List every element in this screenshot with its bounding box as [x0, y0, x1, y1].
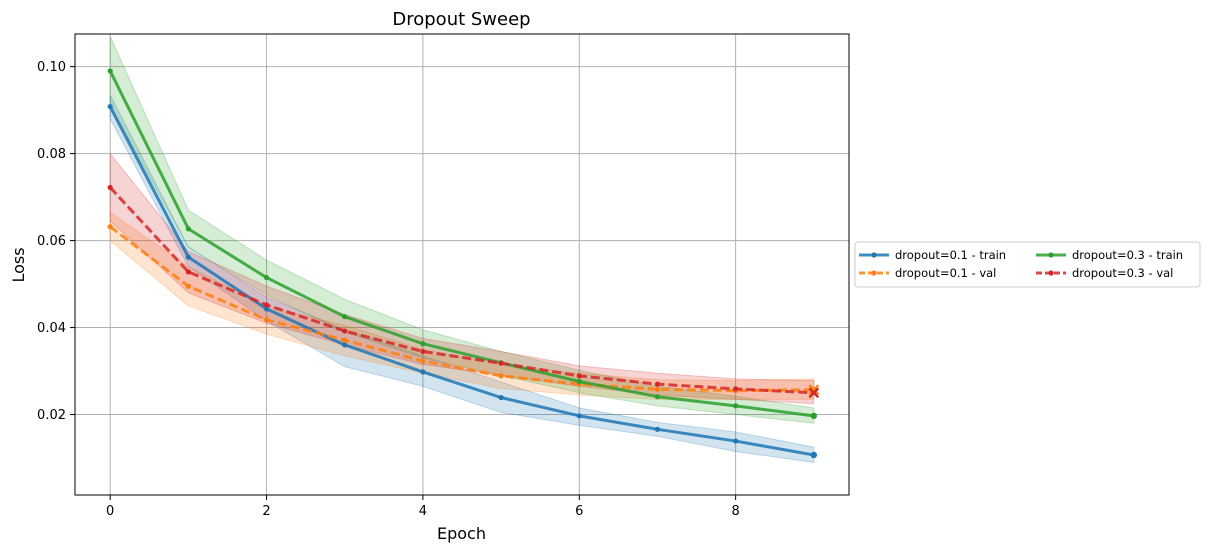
point-dropout-0-1-val: [185, 283, 191, 289]
point-dropout-0-1-train: [733, 438, 739, 444]
grid: [75, 34, 849, 495]
point-dropout-0-1-train: [576, 413, 582, 419]
point-dropout-0-3-val: [733, 386, 739, 392]
y-tick-label: 0.06: [37, 234, 66, 249]
point-dropout-0-3-val: [576, 373, 582, 379]
legend-marker-dropout-0-3-val: [1048, 270, 1054, 276]
point-dropout-0-3-val: [342, 328, 348, 334]
legend-label-dropout-0-1-val: dropout=0.1 - val: [895, 266, 996, 280]
line-dropout-0-3-val: [109, 186, 814, 395]
legend-label-dropout-0-3-val: dropout=0.3 - val: [1072, 266, 1173, 280]
point-dropout-0-3-train: [107, 68, 113, 74]
y-tick-label: 0.04: [37, 321, 66, 336]
point-dropout-0-1-val: [420, 358, 426, 364]
point-dropout-0-3-train: [185, 226, 191, 232]
point-dropout-0-1-train: [654, 426, 661, 432]
point-dropout-0-3-train: [576, 378, 582, 385]
point-dropout-0-3-val: [263, 302, 270, 308]
plot-area-frame: [74, 33, 850, 496]
point-dropout-0-3-train: [263, 274, 270, 281]
final-marker-dropout-0-3-val: [808, 387, 820, 399]
point-dropout-0-3-val: [185, 269, 191, 275]
point-dropout-0-1-val: [498, 373, 504, 379]
legend-box: [854, 241, 1201, 288]
series-lines: [107, 68, 820, 459]
point-dropout-0-1-val: [263, 317, 270, 323]
final-marker-dropout-0-3-train: [810, 412, 818, 420]
point-dropout-0-1-train: [420, 369, 426, 375]
band-dropout-0-3-val: [109, 152, 815, 405]
legend: dropout=0.1 - train dropout=0.1 - val drop…: [854, 241, 1201, 288]
point-dropout-0-1-val: [654, 386, 661, 392]
x-tick-label: 8: [731, 504, 739, 519]
point-dropout-0-3-val: [107, 184, 113, 191]
point-dropout-0-3-val: [420, 348, 426, 355]
legend-marker-dropout-0-3-train: [1048, 252, 1054, 258]
confidence-bands: [109, 35, 815, 463]
legend-marker-dropout-0-1-train: [871, 252, 877, 258]
point-dropout-0-1-train: [185, 254, 191, 260]
line-dropout-0-1-val: [109, 225, 814, 393]
point-dropout-0-3-val: [498, 360, 504, 366]
band-dropout-0-1-train: [109, 94, 815, 463]
point-dropout-0-3-train: [342, 314, 348, 320]
point-dropout-0-3-train: [654, 394, 661, 400]
axis-ticks: 0 2 4 6 8 0.02 0.04 0.06 0.08 0.10: [37, 60, 740, 519]
legend-label-dropout-0-3-train: dropout=0.3 - train: [1072, 248, 1183, 262]
point-dropout-0-1-train: [342, 342, 348, 348]
point-dropout-0-3-val: [654, 381, 661, 387]
x-axis-title: Epoch: [437, 524, 486, 543]
chart-title: Dropout Sweep: [392, 9, 530, 30]
y-axis-title: Loss: [9, 247, 28, 282]
legend-marker-dropout-0-1-val: [871, 270, 877, 276]
x-tick-label: 6: [575, 504, 583, 519]
point-dropout-0-1-val: [107, 224, 113, 230]
point-dropout-0-1-train: [263, 306, 270, 312]
line-dropout-0-3-train: [108, 70, 815, 418]
y-tick-label: 0.02: [37, 408, 66, 423]
line-dropout-0-1-train: [108, 105, 815, 457]
point-dropout-0-1-val: [342, 337, 348, 343]
y-tick-label: 0.08: [37, 147, 66, 162]
x-tick-label: 2: [262, 504, 270, 519]
x-tick-label: 0: [106, 504, 114, 519]
point-dropout-0-3-train: [733, 403, 739, 409]
band-dropout-0-3-train: [109, 35, 815, 424]
final-marker-dropout-0-1-train: [810, 451, 818, 459]
band-dropout-0-1-val: [109, 211, 815, 400]
point-dropout-0-1-train: [107, 104, 113, 110]
y-tick-label: 0.10: [37, 60, 66, 75]
final-marker-dropout-0-1-val: [808, 384, 820, 396]
point-dropout-0-3-train: [420, 341, 426, 347]
x-tick-label: 4: [419, 504, 427, 519]
point-dropout-0-1-train: [498, 394, 504, 401]
legend-label-dropout-0-1-train: dropout=0.1 - train: [895, 248, 1006, 262]
